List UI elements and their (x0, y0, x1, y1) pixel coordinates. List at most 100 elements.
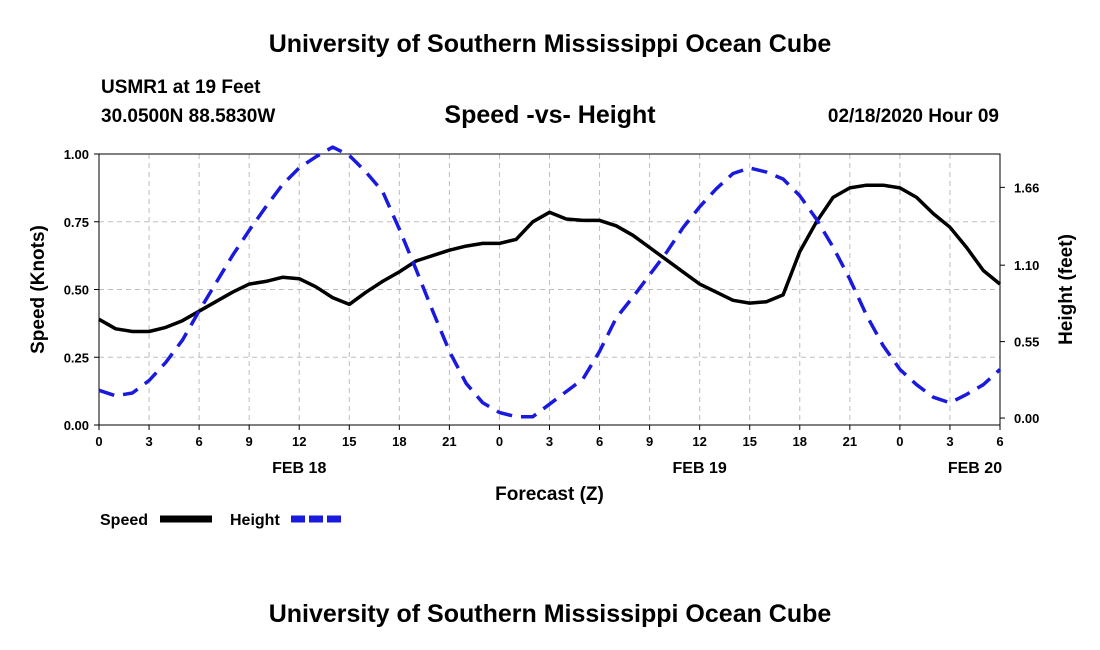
speed-data-point (98, 318, 101, 321)
height-data-point (665, 251, 668, 254)
x-tick-label: 21 (442, 434, 456, 449)
speed-data-point (715, 291, 718, 294)
speed-data-point (765, 300, 768, 303)
speed-data-point (164, 326, 167, 329)
x-tick-label: 9 (646, 434, 653, 449)
speed-data-point (915, 196, 918, 199)
speed-data-point (515, 238, 518, 241)
axis-labels: 0 3 6 9 12 15 18 21 0 3 6 9 12 15 18 21 0 3 6 0.00 0.25 0.50 0… (28, 147, 1077, 505)
speed-data-point (131, 330, 134, 333)
x-tick-label: 3 (546, 434, 553, 449)
x-tick-label: 12 (692, 434, 706, 449)
speed-data-point (148, 330, 151, 333)
speed-data-point (348, 303, 351, 306)
speed-data-point (882, 184, 885, 187)
y2-axis-title: Height (feet) (1056, 234, 1077, 345)
speed-data-point (798, 250, 801, 253)
speed-data-point (999, 283, 1002, 286)
height-data-point (615, 317, 618, 320)
x-tick-label: 3 (145, 434, 152, 449)
height-data-point (848, 278, 851, 281)
x-tick-label: 3 (946, 434, 953, 449)
height-data-point (181, 339, 184, 342)
height-data-point (832, 246, 835, 249)
speed-data-point (531, 220, 534, 223)
height-data-point (365, 171, 368, 174)
speed-data-point (782, 293, 785, 296)
y2-tick-label: 0.55 (1014, 335, 1039, 350)
height-data-point (248, 229, 251, 232)
speed-data-point (898, 186, 901, 189)
speed-data-point (431, 254, 434, 257)
speed-data-point (231, 291, 234, 294)
height-data-point (598, 350, 601, 353)
x-tick-label: 12 (292, 434, 306, 449)
height-data-point (732, 172, 735, 175)
height-data-point (98, 389, 101, 392)
height-data-point (648, 273, 651, 276)
legend: Speed Height (100, 512, 342, 529)
speed-data-point (381, 280, 384, 283)
x-tick-label: 18 (392, 434, 406, 449)
speed-data-point (748, 302, 751, 305)
footer-title: University of Southern Mississippi Ocean… (268, 600, 832, 628)
height-data-point (882, 344, 885, 347)
height-data-point (331, 146, 334, 149)
speed-data-point (615, 224, 618, 227)
y-tick-label: 0.50 (64, 283, 89, 298)
x-tick-label: 21 (843, 434, 857, 449)
height-data-point (948, 401, 951, 404)
y-tick-label: 0.00 (64, 418, 89, 433)
height-data-point (965, 393, 968, 396)
height-data-point (381, 190, 384, 193)
height-data-point (682, 226, 685, 229)
height-data-point (898, 368, 901, 371)
forecast-datetime: 02/18/2020 Hour 09 (827, 106, 999, 127)
x-tick-label: 6 (596, 434, 603, 449)
height-data-point (782, 178, 785, 181)
y2-tick-label: 0.00 (1014, 411, 1039, 426)
height-data-point (198, 310, 201, 313)
height-data-point (631, 296, 634, 299)
speed-data-point (631, 234, 634, 237)
speed-data-point (281, 276, 284, 279)
coordinates-label: 30.0500N 88.5830W (101, 106, 276, 127)
height-data-point (281, 183, 284, 186)
y2-tick-label: 1.66 (1014, 180, 1039, 195)
day-label: FEB 19 (673, 460, 727, 477)
speed-data-point (481, 242, 484, 245)
x-tick-label: 15 (742, 434, 756, 449)
grid (99, 154, 1000, 425)
speed-data-point (465, 245, 468, 248)
speed-data-point (398, 270, 401, 273)
height-data-point (548, 403, 551, 406)
speed-data-point (114, 327, 117, 330)
x-tick-label: 0 (896, 434, 903, 449)
speed-data-point (581, 219, 584, 222)
speed-data-point (264, 280, 267, 283)
height-data-point (515, 415, 518, 418)
height-data-point (932, 396, 935, 399)
speed-data-point (848, 186, 851, 189)
y-axis-title: Speed (Knots) (28, 225, 49, 354)
height-data-point (798, 194, 801, 197)
speed-data-point (865, 184, 868, 187)
speed-data-point (314, 285, 317, 288)
speed-series-line (98, 183, 1002, 334)
x-tick-label: 0 (95, 434, 102, 449)
height-data-point (581, 378, 584, 381)
speed-data-point (948, 226, 951, 229)
speed-data-point (548, 211, 551, 214)
speed-data-point (498, 242, 501, 245)
height-data-point (765, 171, 768, 174)
height-data-point (148, 379, 151, 382)
y-tick-label: 0.75 (64, 215, 89, 230)
speed-data-point (965, 246, 968, 249)
height-series-line (98, 145, 1002, 419)
speed-data-point (732, 299, 735, 302)
height-data-point (131, 392, 134, 395)
height-data-point (982, 383, 985, 386)
y-tick-label: 1.00 (64, 147, 89, 162)
height-data-point (314, 155, 317, 158)
